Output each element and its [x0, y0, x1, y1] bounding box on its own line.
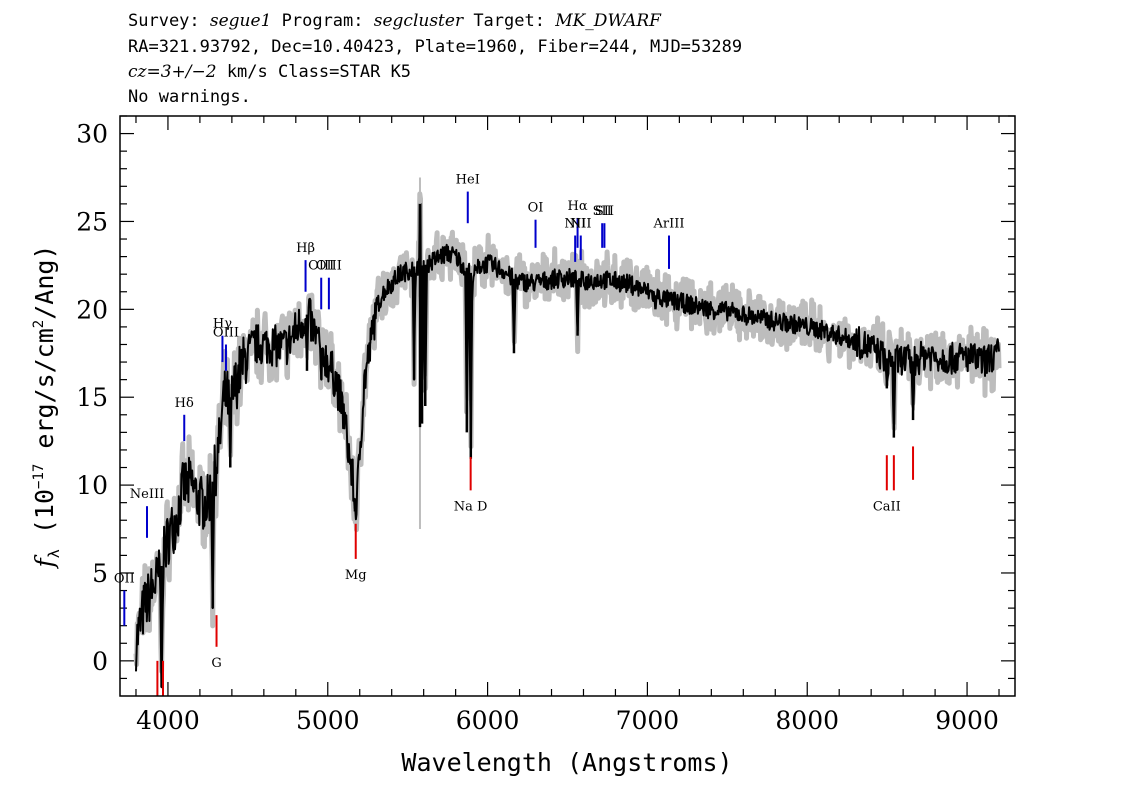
line-markers [123, 191, 915, 696]
header-line-1: Survey: segue1 Program: segcluster Targe… [128, 13, 661, 30]
redshift-value: cz=3+/−2 [128, 62, 217, 82]
y-tick-label: 5 [92, 559, 108, 588]
absorption-line-label: Mg [345, 568, 367, 583]
y-tick-label: 20 [76, 295, 108, 324]
emission-line-label: HeI [456, 173, 480, 188]
program-label: Program: [271, 11, 374, 31]
y-axis-label: fλ (10−17 erg/s/cm2/Ang) [30, 245, 63, 570]
emission-line-label: Hβ [296, 241, 315, 256]
survey-value: segue1 [209, 11, 272, 31]
spectral-features [160, 177, 915, 688]
absorption-line-label: G [211, 656, 221, 671]
emission-line-label: OI [528, 201, 544, 216]
class-text: km/s Class=STAR K5 [216, 62, 412, 82]
program-value: segcluster [373, 11, 464, 31]
emission-line-label: NII [564, 217, 586, 232]
plot-frame [119, 115, 1016, 697]
x-tick-label: 7000 [616, 706, 680, 735]
emission-line-label: NII [570, 217, 592, 232]
survey-label: Survey: [128, 11, 210, 31]
target-value: MK_DWARF [555, 11, 661, 31]
emission-line-label: OII [114, 572, 135, 587]
absorption-line-label: CaII [873, 499, 901, 514]
x-axis-label: Wavelength (Angstroms) [401, 748, 732, 777]
y-tick-label: 15 [76, 383, 108, 412]
header-line-3: cz=3+/−2 km/s Class=STAR K5 [128, 64, 411, 81]
x-tick-label: 6000 [456, 706, 520, 735]
line-labels: OIINeIIIHδHγOIIIHβOIIIOIIIHeIOINIIHαNIIS… [114, 173, 901, 671]
spectrum-line [135, 202, 1000, 689]
absorption-line-label: Na D [454, 499, 488, 514]
y-tick-label: 30 [76, 120, 108, 149]
target-label: Target: [463, 11, 556, 31]
emission-line-label: Hγ [213, 317, 232, 332]
emission-line-label: SII [593, 204, 612, 219]
emission-line-label: ArIII [652, 217, 684, 232]
y-tick-label: 0 [92, 647, 108, 676]
header-line-4: No warnings. [128, 87, 251, 107]
y-tick-label: 10 [76, 471, 108, 500]
x-tick-label: 9000 [935, 706, 999, 735]
emission-line-label: NeIII [130, 487, 164, 502]
tick-labels: 4000 5000 6000 7000 8000 9000 0 5 10 15 20 25 30 [76, 120, 999, 735]
emission-line-label: Hα [568, 199, 588, 214]
spectrum-error-band [133, 191, 1002, 674]
x-tick-label: 5000 [296, 706, 360, 735]
emission-line-label: OIII [213, 325, 239, 340]
emission-line-label: OIII [308, 259, 334, 274]
emission-line-label: SII [595, 204, 614, 219]
y-tick-label: 25 [76, 207, 108, 236]
header-line-2: RA=321.93792, Dec=10.40423, Plate=1960, … [128, 37, 743, 57]
x-tick-label: 8000 [775, 706, 839, 735]
x-tick-label: 4000 [136, 706, 200, 735]
emission-line-label: Hδ [175, 396, 194, 411]
emission-line-label: OIII [316, 259, 342, 274]
